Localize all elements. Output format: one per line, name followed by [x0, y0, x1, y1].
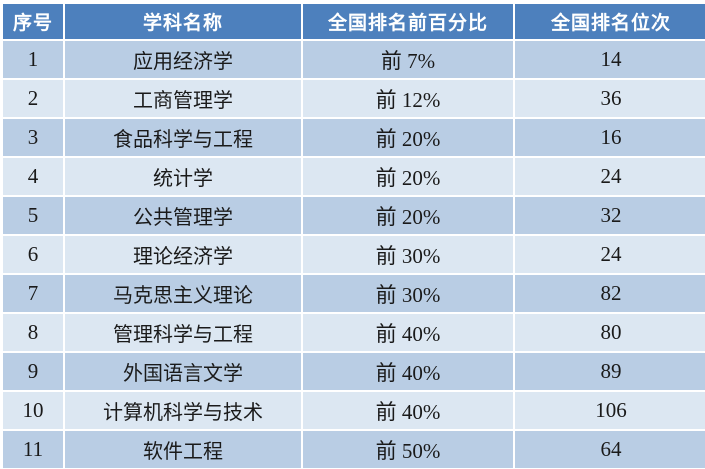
- cell-no: 2: [3, 80, 63, 117]
- cell-percentile: 前 40%: [303, 353, 513, 390]
- table-row: 1 应用经济学前 7% 14: [3, 41, 705, 78]
- table-row: 9 外国语言文学前 40% 89: [3, 353, 705, 390]
- table-body: 1 应用经济学前 7% 14 2 工商管理学前 12% 36 3 食品科学与工程前 20% 16…: [3, 41, 705, 468]
- cell-percentile: 前 20%: [303, 197, 513, 234]
- cell-subject: 管理科学与工程: [65, 314, 301, 351]
- cell-no: 3: [3, 119, 63, 156]
- header-cell-percentile: 全国排名前百分比: [303, 4, 513, 39]
- cell-percentile: 前 20%: [303, 158, 513, 195]
- cell-rank: 24: [515, 236, 705, 273]
- cell-percentile: 前 20%: [303, 119, 513, 156]
- table-row: 7 马克思主义理论前 30% 82: [3, 275, 705, 312]
- cell-subject: 应用经济学: [65, 41, 301, 78]
- table-row: 6 理论经济学前 30% 24: [3, 236, 705, 273]
- table-row: 5 公共管理学前 20% 32: [3, 197, 705, 234]
- cell-rank: 14: [515, 41, 705, 78]
- cell-subject: 工商管理学: [65, 80, 301, 117]
- cell-rank: 64: [515, 431, 705, 468]
- cell-subject: 外国语言文学: [65, 353, 301, 390]
- cell-rank: 16: [515, 119, 705, 156]
- cell-subject: 软件工程: [65, 431, 301, 468]
- cell-no: 9: [3, 353, 63, 390]
- cell-no: 6: [3, 236, 63, 273]
- cell-subject: 马克思主义理论: [65, 275, 301, 312]
- cell-no: 5: [3, 197, 63, 234]
- cell-rank: 82: [515, 275, 705, 312]
- cell-percentile: 前 7%: [303, 41, 513, 78]
- cell-no: 4: [3, 158, 63, 195]
- cell-subject: 统计学: [65, 158, 301, 195]
- cell-rank: 24: [515, 158, 705, 195]
- cell-no: 1: [3, 41, 63, 78]
- header-cell-subject: 学科名称: [65, 4, 301, 39]
- header-cell-no: 序号: [3, 4, 63, 39]
- cell-subject: 公共管理学: [65, 197, 301, 234]
- table-header-row: 序号 学科名称 全国排名前百分比 全国排名位次: [3, 4, 705, 39]
- cell-rank: 32: [515, 197, 705, 234]
- cell-percentile: 前 30%: [303, 275, 513, 312]
- cell-rank: 36: [515, 80, 705, 117]
- cell-rank: 89: [515, 353, 705, 390]
- table-row: 2 工商管理学前 12% 36: [3, 80, 705, 117]
- cell-subject: 理论经济学: [65, 236, 301, 273]
- table-row: 3 食品科学与工程前 20% 16: [3, 119, 705, 156]
- cell-percentile: 前 40%: [303, 392, 513, 429]
- cell-subject: 计算机科学与技术: [65, 392, 301, 429]
- cell-no: 10: [3, 392, 63, 429]
- header-cell-rank: 全国排名位次: [515, 4, 705, 39]
- table-row: 11 软件工程前 50% 64: [3, 431, 705, 468]
- cell-subject: 食品科学与工程: [65, 119, 301, 156]
- cell-no: 8: [3, 314, 63, 351]
- cell-percentile: 前 50%: [303, 431, 513, 468]
- table-row: 4 统计学前 20% 24: [3, 158, 705, 195]
- cell-no: 11: [3, 431, 63, 468]
- table-row: 10 计算机科学与技术前 40% 106: [3, 392, 705, 429]
- cell-no: 7: [3, 275, 63, 312]
- table-row: 8 管理科学与工程前 40% 80: [3, 314, 705, 351]
- cell-rank: 106: [515, 392, 705, 429]
- cell-percentile: 前 30%: [303, 236, 513, 273]
- cell-rank: 80: [515, 314, 705, 351]
- cell-percentile: 前 12%: [303, 80, 513, 117]
- cell-percentile: 前 40%: [303, 314, 513, 351]
